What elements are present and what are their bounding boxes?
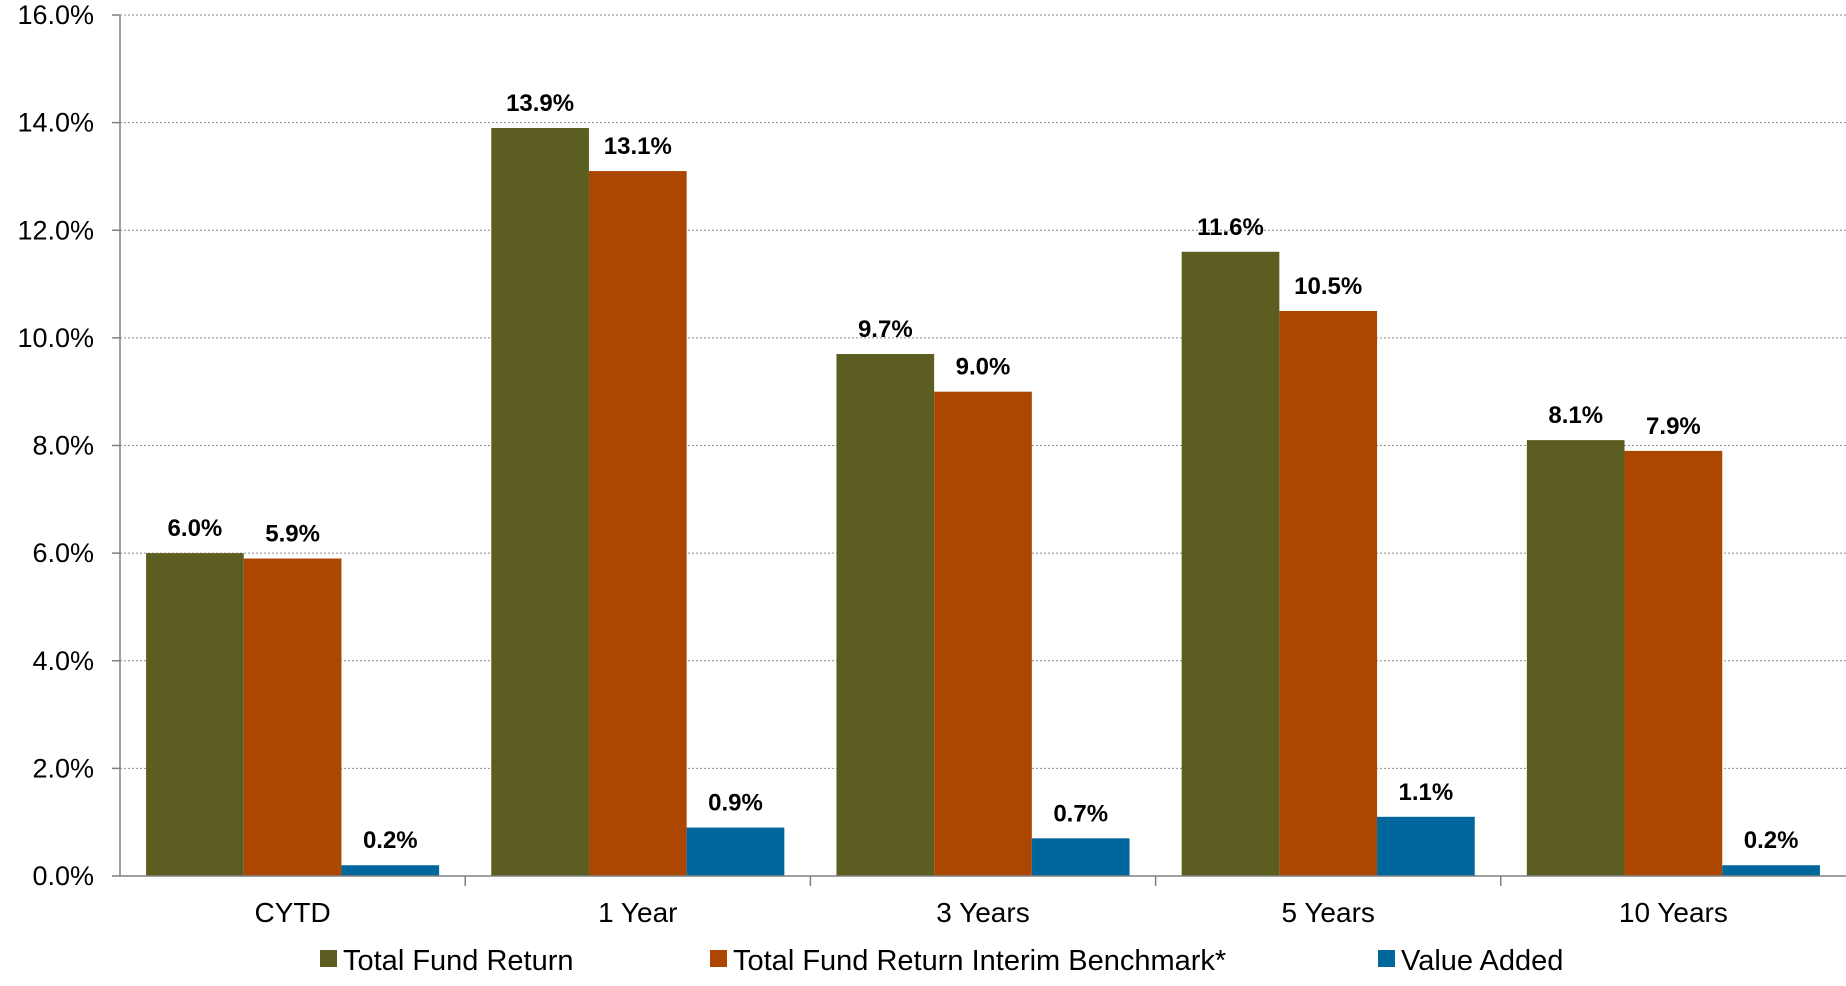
x-tick-label: 3 Years: [936, 897, 1029, 928]
data-label: 7.9%: [1646, 413, 1701, 440]
bar: [491, 128, 589, 877]
y-tick-label: 12.0%: [17, 215, 94, 245]
x-tick-label: 10 Years: [1619, 897, 1728, 928]
data-label: 0.9%: [708, 790, 763, 817]
bar: [1526, 440, 1625, 876]
legend-label: Total Fund Return Interim Benchmark*: [733, 945, 1226, 977]
legend-swatch: [710, 950, 727, 967]
data-label: 0.2%: [1744, 827, 1799, 854]
data-label: 6.0%: [168, 515, 223, 542]
bar: [1279, 310, 1378, 876]
bar: [1031, 838, 1130, 876]
y-tick-label: 14.0%: [17, 108, 94, 138]
y-tick-label: 16.0%: [17, 0, 94, 30]
bars: [146, 128, 1820, 877]
x-tick-label: 5 Years: [1281, 897, 1374, 928]
y-tick-label: 10.0%: [17, 323, 94, 353]
bar: [341, 865, 440, 876]
legend-label: Value Added: [1401, 945, 1563, 977]
x-tick-label: CYTD: [254, 897, 330, 928]
data-label: 13.9%: [506, 90, 574, 117]
y-tick-label: 6.0%: [32, 538, 94, 568]
data-label: 10.5%: [1294, 273, 1362, 300]
data-label: 9.0%: [956, 354, 1011, 381]
data-label: 13.1%: [604, 133, 672, 160]
x-tick-label: 1 Year: [598, 897, 677, 928]
bar: [934, 391, 1032, 876]
data-label: 5.9%: [265, 521, 320, 548]
data-label: 1.1%: [1399, 779, 1454, 806]
y-tick-label: 0.0%: [32, 861, 94, 891]
bar: [1377, 816, 1475, 876]
y-tick-label: 8.0%: [32, 431, 94, 461]
axes: [112, 14, 1846, 886]
data-label: 11.6%: [1197, 214, 1264, 241]
data-label: 0.7%: [1053, 800, 1108, 827]
bar: [1722, 865, 1820, 876]
y-tick-label: 4.0%: [32, 646, 94, 676]
legend-label: Total Fund Return: [343, 945, 574, 977]
y-tick-label: 2.0%: [32, 753, 94, 783]
legend-swatch: [320, 950, 337, 967]
bar: [1181, 251, 1280, 876]
bar: [146, 553, 244, 876]
bar: [836, 354, 935, 876]
bar: [1624, 450, 1723, 876]
data-label: 8.1%: [1548, 402, 1603, 429]
legend-swatch: [1378, 950, 1395, 967]
data-label: 9.7%: [858, 316, 913, 343]
labels: 0.0% 2.0% 4.0% 6.0% 8.0% 10.0% 12.0% 14.0% 16.0%…: [17, 0, 1798, 928]
bar: [686, 827, 785, 876]
bar: [588, 171, 687, 876]
legend: Total Fund Return Total Fund Return Inter…: [320, 945, 1563, 977]
bar: [243, 558, 342, 876]
data-label: 0.2%: [363, 827, 418, 854]
